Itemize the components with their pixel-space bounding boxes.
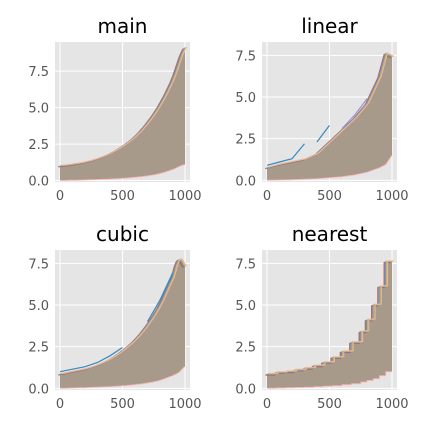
series-line xyxy=(267,371,392,389)
series-line xyxy=(268,52,395,168)
x-tick-label: 1000 xyxy=(375,189,408,204)
y-tick-label: 0.0 xyxy=(28,382,49,397)
x-tick-label: 1000 xyxy=(168,189,201,204)
series-line xyxy=(268,260,394,374)
band-area xyxy=(60,259,185,389)
outlier-line xyxy=(316,124,330,143)
x-tick-label: 500 xyxy=(317,397,342,412)
band-area xyxy=(60,47,185,181)
subplot-cubic: 0 500 1000 0.0 2.5 5.0 7.5 cubic xyxy=(28,222,201,412)
y-tick-label: 2.5 xyxy=(235,341,256,356)
y-tick-label: 5.0 xyxy=(28,299,49,314)
y-tick-label: 5.0 xyxy=(28,102,49,117)
series-line xyxy=(60,366,186,389)
chart-title: cubic xyxy=(96,222,149,246)
y-tick-label: 7.5 xyxy=(28,65,49,80)
series-line xyxy=(61,46,188,166)
outlier-line xyxy=(59,347,123,373)
y-tick-label: 0.0 xyxy=(235,174,256,189)
y-tick-label: 2.5 xyxy=(28,341,49,356)
x-tick-label: 500 xyxy=(110,189,135,204)
x-tick-label: 1000 xyxy=(168,397,201,412)
y-tick-label: 7.5 xyxy=(235,49,256,64)
x-tick-label: 0 xyxy=(263,397,271,412)
series-line xyxy=(61,258,188,374)
x-tick-label: 0 xyxy=(56,397,64,412)
subplot-linear: 0 500 1000 0.0 2.5 5.0 7.5 linear xyxy=(235,14,408,204)
y-tick-label: 7.5 xyxy=(28,257,49,272)
subplot-main: 0 500 1000 0.0 2.5 5.0 7.5 main xyxy=(28,14,201,204)
outlier-line xyxy=(341,98,368,130)
y-tick-label: 5.0 xyxy=(235,91,256,106)
chart-title: main xyxy=(98,14,148,38)
x-tick-label: 0 xyxy=(263,189,271,204)
x-tick-label: 1000 xyxy=(375,397,408,412)
y-tick-label: 7.5 xyxy=(235,257,256,272)
y-tick-label: 5.0 xyxy=(235,299,256,314)
y-tick-label: 2.5 xyxy=(28,138,49,153)
series-line xyxy=(60,164,186,181)
chart-title: linear xyxy=(301,14,358,38)
chart-title: nearest xyxy=(292,222,368,246)
outlier-line xyxy=(266,143,305,166)
x-tick-label: 0 xyxy=(56,189,64,204)
x-tick-label: 500 xyxy=(110,397,135,412)
outlier-line xyxy=(146,273,174,322)
band-area xyxy=(267,261,392,389)
y-tick-label: 0.0 xyxy=(28,175,49,190)
x-tick-label: 500 xyxy=(317,189,342,204)
series-line xyxy=(266,155,393,181)
subplot-nearest: 0 500 1000 0.0 2.5 5.0 7.5 nearest xyxy=(235,222,408,412)
y-tick-label: 2.5 xyxy=(235,133,256,148)
y-tick-label: 0.0 xyxy=(235,382,256,397)
band-area xyxy=(267,53,392,181)
